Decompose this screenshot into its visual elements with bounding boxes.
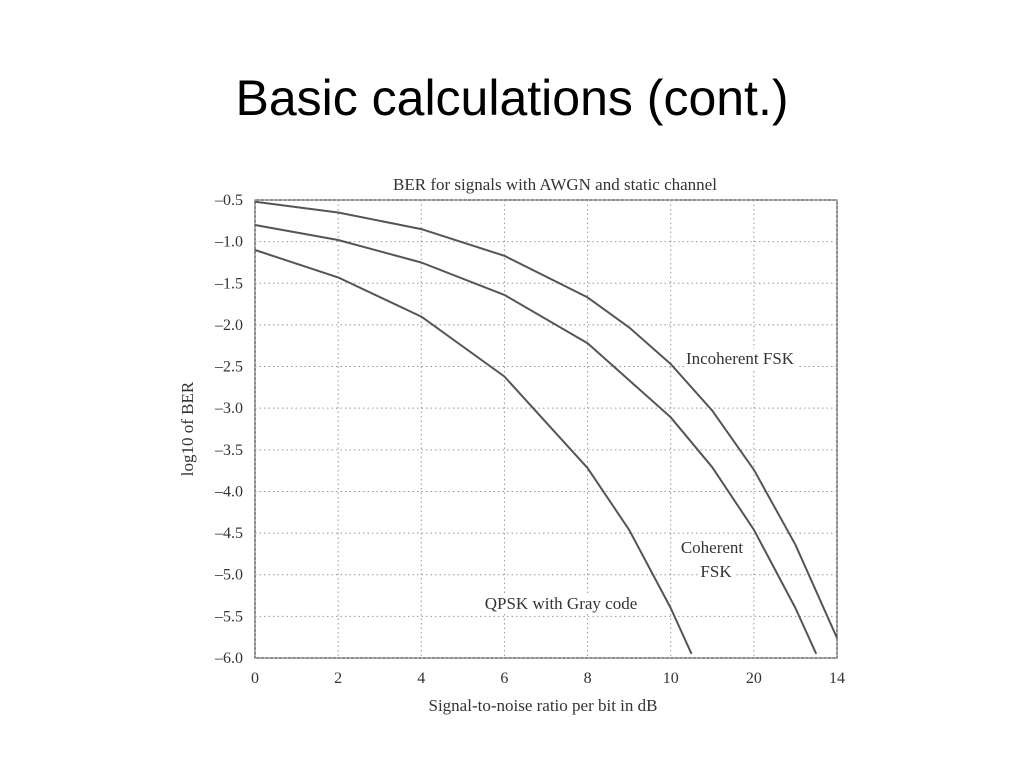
x-tick-label: 14	[829, 670, 845, 687]
data-line	[254, 224, 818, 655]
x-tick-label: 6	[500, 670, 508, 687]
x-tick-label: 8	[584, 670, 592, 687]
y-tick-label: –2.5	[214, 359, 243, 376]
y-tick-label: –2.0	[214, 317, 243, 334]
annotation: QPSK with Gray code	[485, 594, 638, 613]
y-tick-label: –0.5	[214, 192, 243, 209]
x-axis-label: Signal-to-noise ratio per bit in dB	[429, 696, 658, 715]
y-tick-label: –1.5	[214, 275, 243, 292]
y-axis-label: log10 of BER	[178, 381, 197, 476]
annotation-background	[678, 538, 746, 557]
y-tick-label: –3.0	[214, 400, 243, 417]
x-tick-label: 10	[663, 670, 679, 687]
annotation: FSK	[700, 562, 732, 581]
chart-title: BER for signals with AWGN and static cha…	[393, 175, 717, 194]
annotation-background	[698, 562, 735, 581]
y-tick-label: –6.0	[214, 650, 243, 667]
x-tick-label: 4	[417, 670, 425, 687]
plot-frame	[254, 199, 838, 659]
y-tick-label: –1.0	[214, 234, 243, 251]
annotation: Coherent	[681, 538, 744, 557]
annotation-background	[482, 594, 640, 613]
data-line	[254, 200, 838, 639]
slide-title: Basic calculations (cont.)	[235, 70, 788, 126]
y-tick-label: –5.0	[214, 567, 243, 584]
y-tick-label: –4.5	[214, 525, 243, 542]
y-tick-label: –5.5	[214, 608, 243, 625]
x-tick-label: 0	[251, 670, 259, 687]
data-line	[254, 249, 693, 655]
y-tick-label: –3.5	[214, 442, 243, 459]
annotation-background	[683, 349, 797, 368]
y-tick-label: –4.0	[214, 483, 243, 500]
x-tick-label: 2	[334, 670, 342, 687]
annotation: Incoherent FSK	[686, 349, 795, 368]
x-tick-label: 20	[746, 670, 762, 687]
